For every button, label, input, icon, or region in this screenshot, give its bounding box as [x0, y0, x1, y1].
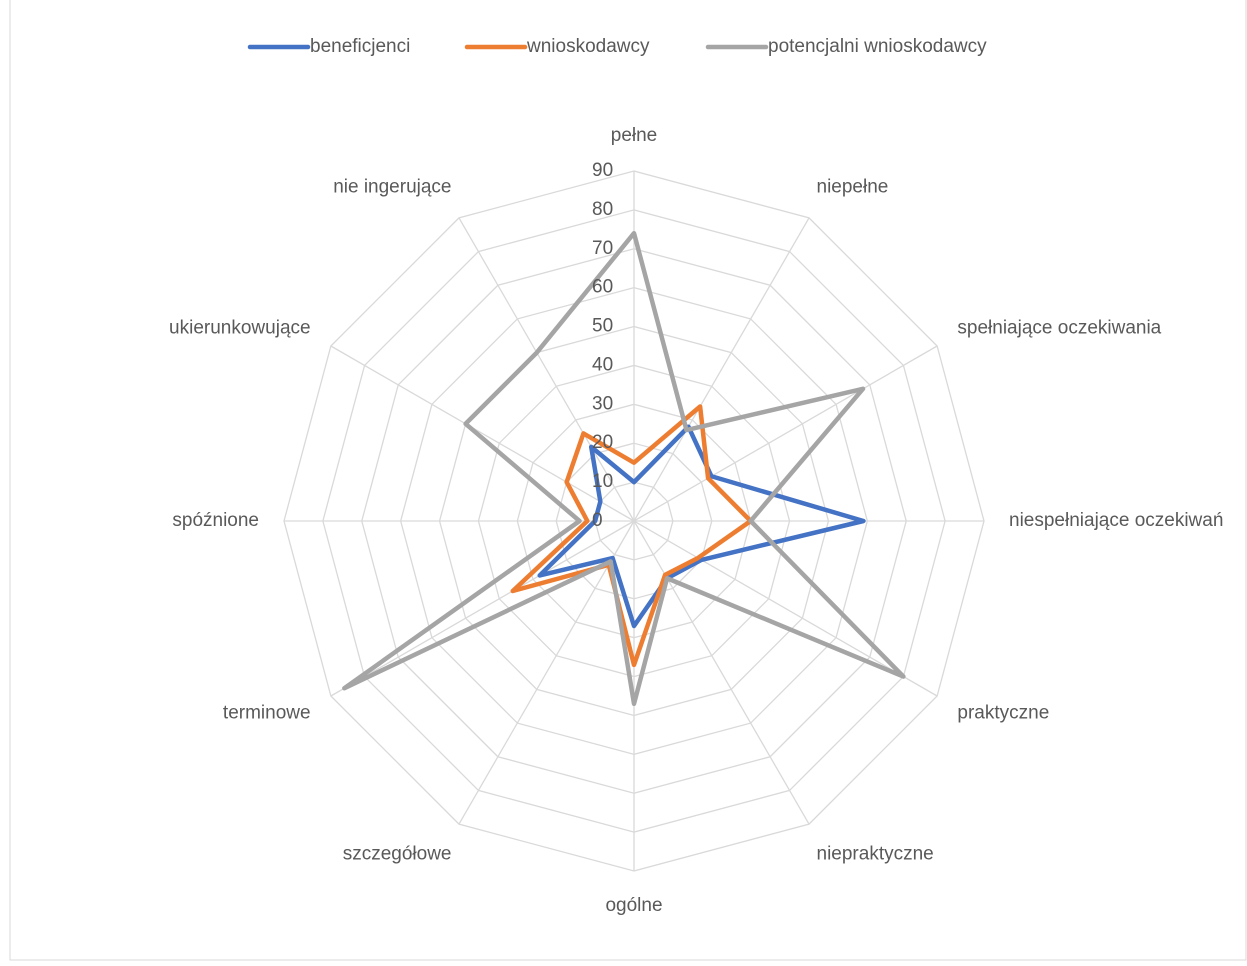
category-label: niepraktyczne — [817, 843, 934, 864]
tick-label: 60 — [592, 277, 613, 298]
series-lines — [342, 230, 906, 707]
tick-label: 10 — [592, 471, 613, 492]
spoke — [458, 217, 635, 522]
tick-label: 40 — [592, 354, 613, 375]
grid — [283, 170, 985, 872]
category-label: pełne — [611, 125, 658, 146]
tick-label: 0 — [592, 510, 603, 531]
category-label: nie ingerujące — [333, 177, 451, 198]
spoke — [458, 520, 635, 825]
spoke — [633, 520, 938, 697]
spoke — [330, 345, 635, 522]
category-label: spóźnione — [172, 510, 259, 531]
category-label: praktyczne — [957, 703, 1049, 724]
legend-label: wnioskodawcy — [526, 36, 650, 57]
category-label: niespełniające oczekiwań — [1009, 510, 1223, 531]
tick-label: 30 — [592, 393, 613, 414]
category-label: ogólne — [605, 895, 662, 916]
tick-label: 20 — [592, 432, 613, 453]
series-line — [510, 404, 753, 668]
series-line — [342, 230, 906, 707]
spoke — [633, 217, 810, 522]
category-label: terminowe — [223, 703, 311, 724]
legend-label: beneficjenci — [310, 36, 410, 57]
labels: pełne niepełne spełniające oczekiwania nies… — [169, 125, 1223, 916]
category-label: ukierunkowujące — [169, 318, 311, 339]
tick-label: 80 — [592, 199, 613, 220]
spoke — [330, 520, 635, 697]
category-label: spełniające oczekiwania — [957, 318, 1161, 339]
tick-label: 70 — [592, 238, 613, 259]
series-line — [537, 424, 866, 629]
legend: beneficjenci wnioskodawcy potencjalni wnio… — [247, 36, 987, 57]
spoke — [633, 345, 938, 522]
category-label: szczegółowe — [343, 843, 452, 864]
tick-label: 50 — [592, 316, 613, 337]
legend-label: potencjalni wnioskodawcy — [768, 36, 987, 57]
category-label: niepełne — [817, 177, 889, 198]
spoke — [633, 520, 810, 825]
tick-label: 90 — [592, 160, 613, 181]
